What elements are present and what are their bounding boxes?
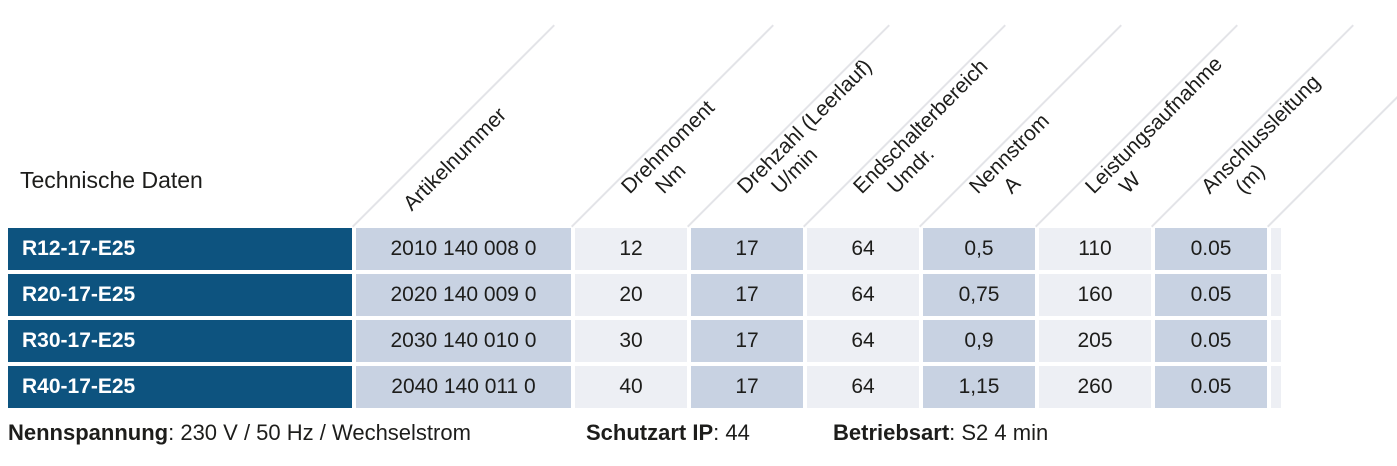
cell-endschalterbereich: 64	[807, 320, 919, 362]
cell-drehmoment: 30	[575, 320, 687, 362]
note-value: : 230 V / 50 Hz / Wechselstrom	[168, 420, 471, 445]
cell-artikelnummer: 2010 140 008 0	[356, 228, 571, 270]
cell-endschalterbereich: 64	[807, 366, 919, 408]
note-value: : 44	[713, 420, 750, 445]
table-edge-strip	[1271, 320, 1281, 362]
cell-anschlussleitung: 0.05	[1155, 320, 1267, 362]
note-label: Schutzart IP	[586, 420, 714, 445]
table-edge-strip	[1271, 366, 1281, 408]
cell-endschalterbereich: 64	[807, 274, 919, 316]
row-label: R12-17-E25	[8, 228, 352, 270]
cell-drehmoment: 20	[575, 274, 687, 316]
note-nennspannung: Nennspannung: 230 V / 50 Hz / Wechselstr…	[8, 420, 471, 446]
cell-anschlussleitung: 0.05	[1155, 228, 1267, 270]
technical-data-table: R12-17-E25 2010 140 008 0 12 17 64 0,5 1…	[8, 228, 1281, 408]
cell-leistungsaufnahme: 110	[1039, 228, 1151, 270]
cell-leistungsaufnahme: 160	[1039, 274, 1151, 316]
cell-leistungsaufnahme: 260	[1039, 366, 1151, 408]
page-title: Technische Daten	[20, 167, 203, 193]
row-label: R30-17-E25	[8, 320, 352, 362]
note-schutzart: Schutzart IP: 44	[586, 420, 750, 446]
note-value: : S2 4 min	[949, 420, 1049, 445]
header-separator-line	[352, 24, 555, 228]
row-label: R40-17-E25	[8, 366, 352, 408]
cell-drehzahl: 17	[691, 366, 803, 408]
note-label: Betriebsart	[833, 420, 950, 445]
row-label: R20-17-E25	[8, 274, 352, 316]
cell-leistungsaufnahme: 205	[1039, 320, 1151, 362]
column-header-label: Artikelnummer	[399, 103, 512, 216]
cell-artikelnummer: 2040 140 011 0	[356, 366, 571, 408]
table-edge-strip	[1271, 228, 1281, 270]
cell-anschlussleitung: 0.05	[1155, 366, 1267, 408]
cell-nennstrom: 0,5	[923, 228, 1035, 270]
note-betriebsart: Betriebsart: S2 4 min	[833, 420, 1048, 446]
cell-artikelnummer: 2030 140 010 0	[356, 320, 571, 362]
cell-artikelnummer: 2020 140 009 0	[356, 274, 571, 316]
cell-drehzahl: 17	[691, 228, 803, 270]
cell-anschlussleitung: 0.05	[1155, 274, 1267, 316]
cell-drehmoment: 12	[575, 228, 687, 270]
cell-drehzahl: 17	[691, 274, 803, 316]
note-label: Nennspannung	[8, 420, 169, 445]
cell-nennstrom: 1,15	[923, 366, 1035, 408]
cell-drehzahl: 17	[691, 320, 803, 362]
cell-endschalterbereich: 64	[807, 228, 919, 270]
table-edge-strip	[1271, 274, 1281, 316]
cell-nennstrom: 0,75	[923, 274, 1035, 316]
cell-nennstrom: 0,9	[923, 320, 1035, 362]
cell-drehmoment: 40	[575, 366, 687, 408]
